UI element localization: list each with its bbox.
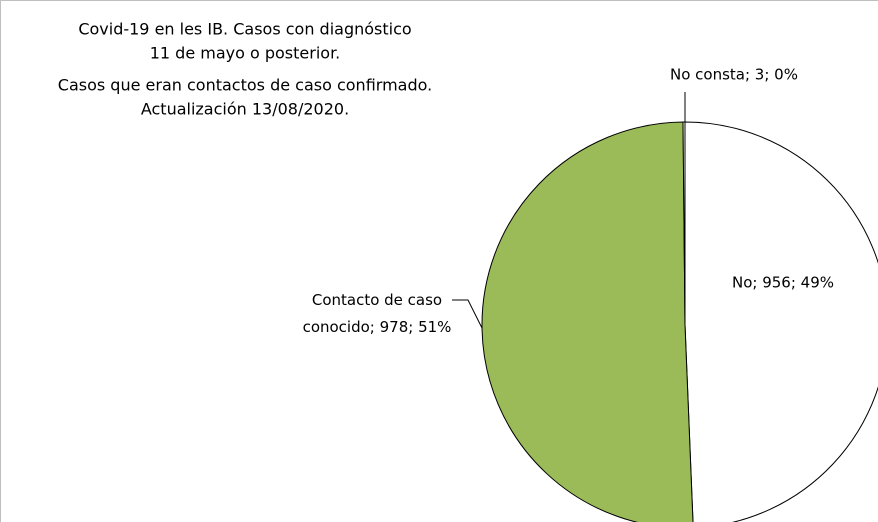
chart-title: Actualización 13/08/2020. <box>141 100 349 119</box>
data-label: No; 956; 49% <box>732 274 834 292</box>
pie-slice <box>481 121 694 522</box>
data-label: Contacto de caso conocido; 978; 51% <box>302 291 452 336</box>
pie <box>481 121 878 522</box>
chart-title: 11 de mayo o posterior. <box>150 44 341 63</box>
leader-line <box>452 299 483 329</box>
data-label: No consta; 3; 0% <box>670 66 798 84</box>
chart-title: Covid-19 en les IB. Casos con diagnóstic… <box>78 20 411 39</box>
pie-slice <box>684 121 878 522</box>
chart-title: Casos que eran contactos de caso confirm… <box>58 76 432 95</box>
